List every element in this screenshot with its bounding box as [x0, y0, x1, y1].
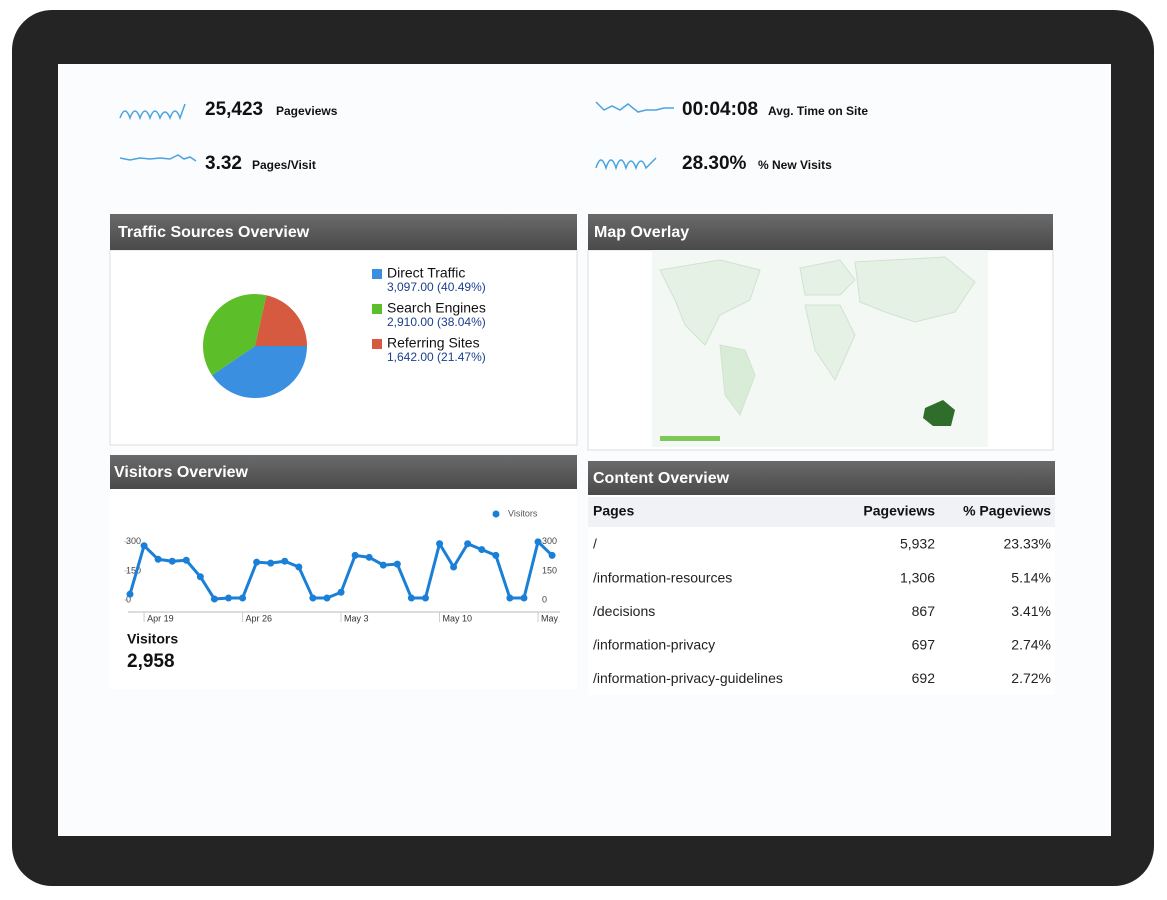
- metric-value: 28.30%: [682, 153, 747, 174]
- visitors-point: [351, 551, 359, 559]
- table-cell: 2.72%: [1011, 670, 1051, 686]
- visitors-point: [421, 594, 429, 602]
- visitors-point: [436, 540, 444, 548]
- visitors-point: [548, 551, 556, 559]
- visitors-point: [267, 559, 275, 567]
- legend-name: Referring Sites: [387, 335, 480, 351]
- y-tick-label: 0: [126, 594, 131, 604]
- metric-label: Pages/Visit: [252, 158, 316, 172]
- table-cell: /information-resources: [593, 569, 732, 585]
- y-tick-label-right: 0: [542, 594, 547, 604]
- summary-label: Visitors: [127, 631, 178, 647]
- summary-value: 2,958: [127, 651, 175, 672]
- metric-label: Pageviews: [276, 104, 338, 118]
- visitors-point: [393, 560, 401, 568]
- visitors-point: [126, 590, 134, 598]
- column-header: % Pageviews: [963, 503, 1051, 519]
- panel-title: Visitors Overview: [114, 464, 249, 481]
- visitors-point: [295, 563, 303, 571]
- table-cell: /information-privacy-guidelines: [593, 670, 783, 686]
- legend-label: Visitors: [508, 508, 538, 518]
- visitors-point: [365, 553, 373, 561]
- table-cell: 3.41%: [1011, 603, 1051, 619]
- panel-header: [588, 214, 1053, 250]
- metric-label: % New Visits: [758, 158, 832, 172]
- column-header: Pages: [593, 503, 634, 519]
- table-cell: 5,932: [900, 536, 935, 552]
- x-tick-label: Apr 19: [147, 613, 174, 623]
- visitors-point: [506, 594, 514, 602]
- metric-label: Avg. Time on Site: [768, 104, 868, 118]
- visitors-point: [182, 556, 190, 564]
- column-header: Pageviews: [863, 503, 935, 519]
- table-cell: /decisions: [593, 603, 655, 619]
- pie-slice: [203, 294, 267, 376]
- visitors-point: [140, 542, 148, 550]
- y-tick-label: 300: [126, 536, 141, 546]
- panel: [588, 495, 1055, 695]
- table-cell: 867: [912, 603, 936, 619]
- y-tick-label-right: 150: [542, 565, 557, 575]
- visitors-point: [281, 557, 289, 565]
- visitors-point: [520, 594, 528, 602]
- panel: [109, 249, 578, 446]
- visitors-point: [323, 594, 331, 602]
- visitors-point: [407, 594, 415, 602]
- table-cell: 23.33%: [1004, 536, 1051, 552]
- legend-detail: 2,910.00 (38.04%): [387, 315, 486, 329]
- legend-detail: 1,642.00 (21.47%): [387, 350, 486, 364]
- table-cell: 697: [912, 637, 936, 653]
- y-tick-label: 150: [126, 565, 141, 575]
- metric-value: 25,423: [205, 99, 263, 120]
- visitors-point: [239, 594, 247, 602]
- sparklines: [119, 101, 674, 171]
- legend-dot: [492, 510, 500, 518]
- visitors-point: [253, 558, 261, 566]
- x-tick-label: Apr 26: [246, 613, 273, 623]
- table-cell: 692: [912, 670, 936, 686]
- panel-title: Map Overlay: [594, 224, 689, 241]
- map: [652, 250, 988, 447]
- legend-detail: 3,097.00 (40.49%): [387, 280, 486, 294]
- panel-header: [110, 214, 577, 250]
- visitors-point: [478, 546, 486, 554]
- table-cell: 2.74%: [1011, 637, 1051, 653]
- visitors-point: [450, 563, 458, 571]
- visitors-point: [154, 555, 162, 563]
- visitors-point: [464, 540, 472, 548]
- x-tick-label: May 10: [443, 613, 473, 623]
- table-cell: /: [593, 536, 597, 552]
- visitors-point: [196, 573, 204, 581]
- visitors-point: [492, 551, 500, 559]
- pie-slice: [255, 295, 307, 346]
- metric-value: 00:04:08: [682, 99, 758, 120]
- visitors-point: [168, 557, 176, 565]
- visitors-point: [224, 594, 232, 602]
- panel-header: [110, 455, 577, 489]
- visitors-point: [337, 588, 345, 596]
- legend-swatch: [372, 304, 382, 314]
- visitors-point: [379, 561, 387, 569]
- metric-value: 3.32: [205, 153, 242, 174]
- panel-header: [588, 461, 1055, 495]
- table-cell: /information-privacy: [593, 637, 715, 653]
- legend-swatch: [372, 339, 382, 349]
- x-tick-label: May: [541, 613, 559, 623]
- legend-name: Direct Traffic: [387, 265, 465, 281]
- visitors-point: [534, 538, 542, 546]
- legend-name: Search Engines: [387, 300, 486, 316]
- table-header: [588, 497, 1055, 527]
- y-tick-label-right: 300: [542, 536, 557, 546]
- x-tick-label: May 3: [344, 613, 369, 623]
- table-cell: 1,306: [900, 569, 935, 585]
- table-cell: 5.14%: [1011, 569, 1051, 585]
- visitors-point: [210, 595, 218, 603]
- panel-title: Traffic Sources Overview: [118, 224, 310, 241]
- pie-slice: [212, 346, 307, 399]
- legend-swatch: [372, 269, 382, 279]
- visitors-point: [309, 594, 317, 602]
- panel-title: Content Overview: [593, 470, 730, 487]
